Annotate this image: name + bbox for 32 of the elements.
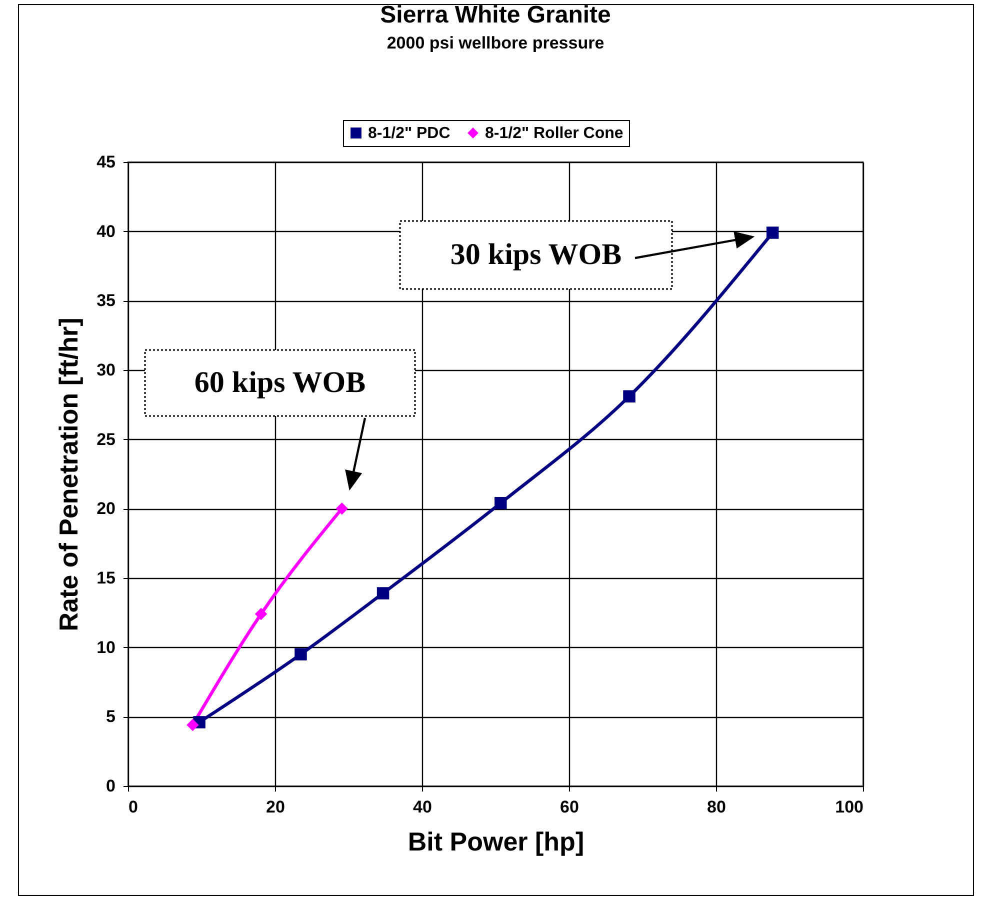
point <box>376 587 390 600</box>
point <box>294 648 307 660</box>
y-tick-label: 25 <box>96 430 116 449</box>
x-tick-label: 40 <box>413 798 432 816</box>
y-tick-label: 45 <box>96 152 116 172</box>
x-axis-title: Bit Power [hp] <box>408 826 584 856</box>
point <box>254 608 268 620</box>
x-tick-label: 100 <box>835 798 864 816</box>
point <box>494 496 507 510</box>
y-axis-title: Rate of Penetration [ft/hr] <box>54 318 84 632</box>
legend-label: 8-1/2" Roller Cone <box>485 125 624 142</box>
point <box>336 502 348 515</box>
y-tick-label: 35 <box>96 291 116 310</box>
y-tick-label: 30 <box>96 360 116 380</box>
x-tick-label: 80 <box>707 798 726 816</box>
point <box>623 390 636 402</box>
point <box>186 718 199 732</box>
chart-subtitle: 2000 psi wellbore pressure <box>386 34 604 52</box>
y-tick-label: 5 <box>106 707 116 726</box>
y-tick-label: 0 <box>106 776 116 796</box>
y-tick-label: 10 <box>96 638 116 657</box>
legend-label: 8-1/2" PDC <box>368 125 451 142</box>
x-tick-label: 20 <box>266 798 285 816</box>
annotation: 60 kips WOB <box>194 366 366 399</box>
y-tick-label: 20 <box>96 499 116 518</box>
chart-title: Sierra White Granite <box>380 2 611 28</box>
y-tick-label: 40 <box>96 222 116 241</box>
y-tick-label: 15 <box>96 568 116 588</box>
x-tick-label: 60 <box>560 798 579 816</box>
annotation: 30 kips WOB <box>450 238 622 271</box>
x-tick-label: 0 <box>128 798 138 816</box>
point <box>766 226 779 239</box>
